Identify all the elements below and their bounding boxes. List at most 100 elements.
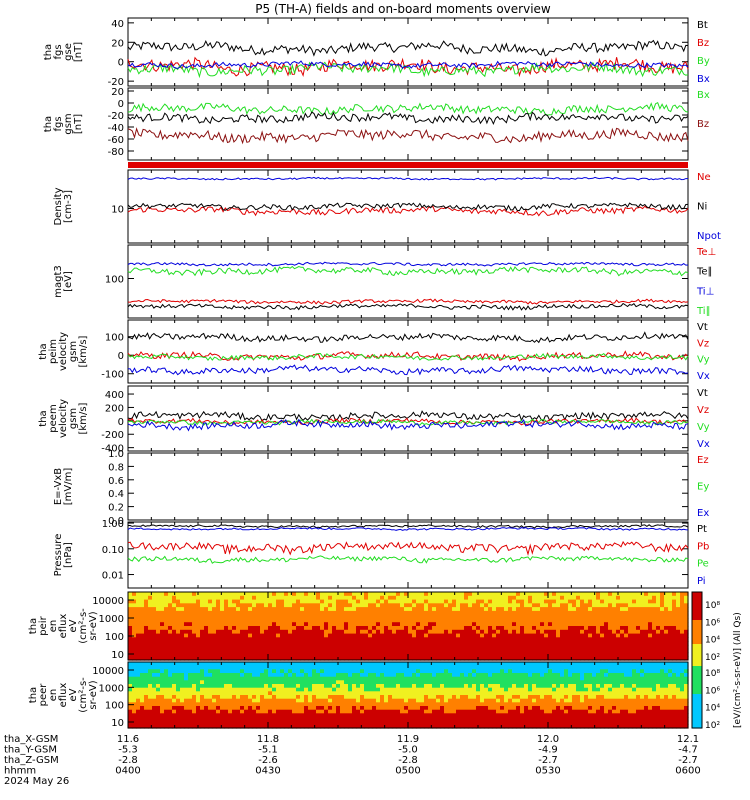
spectrogram-cell bbox=[232, 669, 237, 674]
spectrogram-cell bbox=[404, 610, 409, 616]
spectrogram-cell bbox=[388, 637, 393, 642]
spectrogram-cell bbox=[184, 633, 189, 638]
spectrogram-cell bbox=[204, 603, 209, 608]
spectrogram-cell bbox=[360, 641, 365, 646]
spectrogram-cell bbox=[644, 603, 649, 608]
spectrogram-cell bbox=[220, 687, 225, 692]
spectrogram-cell bbox=[360, 709, 365, 714]
spectrogram-cell bbox=[300, 702, 305, 707]
spectrogram-cell bbox=[292, 626, 297, 631]
spectrogram-cell bbox=[588, 607, 593, 612]
spectrogram-cell bbox=[500, 662, 505, 667]
spectrogram-cell bbox=[220, 684, 225, 689]
spectrogram-cell bbox=[644, 595, 649, 601]
spectrogram-cell bbox=[504, 652, 509, 657]
spectrogram-cell bbox=[604, 614, 609, 620]
spectrogram-cell bbox=[488, 684, 493, 689]
spectrogram-cell bbox=[640, 644, 645, 650]
spectrogram-cell bbox=[632, 595, 637, 601]
spectrogram-cell bbox=[276, 695, 281, 700]
spectrogram-cell bbox=[464, 592, 469, 597]
spectrogram-cell bbox=[388, 717, 393, 722]
spectrogram-cell bbox=[164, 709, 169, 714]
spectrogram-cell bbox=[136, 637, 141, 642]
spectrogram-cell bbox=[244, 618, 249, 623]
spectrogram-cell bbox=[228, 637, 233, 642]
spectrogram-cell bbox=[648, 648, 653, 654]
spectrogram-cell bbox=[136, 702, 141, 707]
spectrogram-cell bbox=[680, 637, 685, 642]
spectrogram-cell bbox=[316, 592, 321, 597]
spectrogram-cell bbox=[352, 717, 357, 722]
spectrogram-cell bbox=[620, 637, 625, 642]
spectrogram-cell bbox=[244, 641, 249, 646]
spectrogram-cell bbox=[136, 669, 141, 674]
spectrogram-cell bbox=[368, 684, 373, 689]
spectrogram-cell bbox=[664, 610, 669, 616]
spectrogram-cell bbox=[488, 720, 493, 725]
spectrogram-cell bbox=[508, 717, 513, 722]
spectrogram-cell bbox=[592, 618, 597, 623]
spectrogram-cell bbox=[464, 702, 469, 707]
spectrogram-cell bbox=[132, 724, 137, 729]
spectrogram-cell bbox=[380, 652, 385, 657]
spectrogram-cell bbox=[640, 607, 645, 612]
spectrogram-cell bbox=[464, 673, 469, 678]
spectrogram-cell bbox=[412, 614, 417, 620]
spectrogram-cell bbox=[320, 614, 325, 620]
spectrogram-cell bbox=[380, 629, 385, 635]
spectrogram-cell bbox=[436, 680, 441, 685]
spectrogram-cell bbox=[284, 592, 289, 597]
spectrogram-cell bbox=[628, 641, 633, 646]
spectrogram-cell bbox=[512, 717, 517, 722]
spectrogram-cell bbox=[508, 641, 513, 646]
spectrogram-cell bbox=[388, 673, 393, 678]
spectrogram-cell bbox=[308, 673, 313, 678]
spectrogram-cell bbox=[128, 695, 133, 700]
spectrogram-cell bbox=[372, 702, 377, 707]
spectrogram-cell bbox=[456, 717, 461, 722]
spectrogram-cell bbox=[396, 691, 401, 696]
spectrogram-cell bbox=[136, 713, 141, 718]
spectrogram-cell bbox=[272, 684, 277, 689]
spectrogram-cell bbox=[548, 637, 553, 642]
spectrogram-cell bbox=[232, 665, 237, 670]
spectrogram-cell bbox=[400, 673, 405, 678]
spectrogram-cell bbox=[152, 648, 157, 654]
spectrogram-cell bbox=[456, 614, 461, 620]
spectrogram-cell bbox=[564, 592, 569, 597]
spectrogram-cell bbox=[164, 691, 169, 696]
spectrogram-cell bbox=[384, 629, 389, 635]
spectrogram-cell bbox=[428, 676, 433, 681]
spectrogram-cell bbox=[352, 720, 357, 725]
spectrogram-cell bbox=[140, 665, 145, 670]
spectrogram-cell bbox=[204, 691, 209, 696]
spectrogram-cell bbox=[316, 652, 321, 657]
y-axis-label: tha bbox=[43, 116, 54, 132]
spectrogram-cell bbox=[292, 607, 297, 612]
spectrogram-cell bbox=[596, 633, 601, 638]
spectrogram-cell bbox=[136, 709, 141, 714]
spectrogram-cell bbox=[476, 599, 481, 604]
spectrogram-cell bbox=[376, 706, 381, 711]
spectrogram-cell bbox=[488, 656, 493, 661]
series-line-Vz bbox=[127, 417, 689, 426]
spectrogram-cell bbox=[496, 599, 501, 604]
spectrogram-cell bbox=[384, 713, 389, 718]
spectrogram-cell bbox=[244, 622, 249, 627]
spectrogram-cell bbox=[288, 603, 293, 608]
spectrogram-cell bbox=[484, 652, 489, 657]
y-tick-label: 10 bbox=[111, 204, 124, 215]
spectrogram-cell bbox=[496, 709, 501, 714]
spectrogram-cell bbox=[220, 629, 225, 635]
spectrogram-cell bbox=[680, 652, 685, 657]
spectrogram-cell bbox=[468, 618, 473, 623]
spectrogram-cell bbox=[132, 614, 137, 620]
spectrogram-cell bbox=[348, 641, 353, 646]
spectrogram-cell bbox=[272, 599, 277, 604]
spectrogram-cell bbox=[220, 709, 225, 714]
spectrogram-cell bbox=[328, 713, 333, 718]
spectrogram-cell bbox=[436, 595, 441, 601]
y-axis-label: gsm bbox=[63, 113, 74, 134]
spectrogram-cell bbox=[380, 687, 385, 692]
